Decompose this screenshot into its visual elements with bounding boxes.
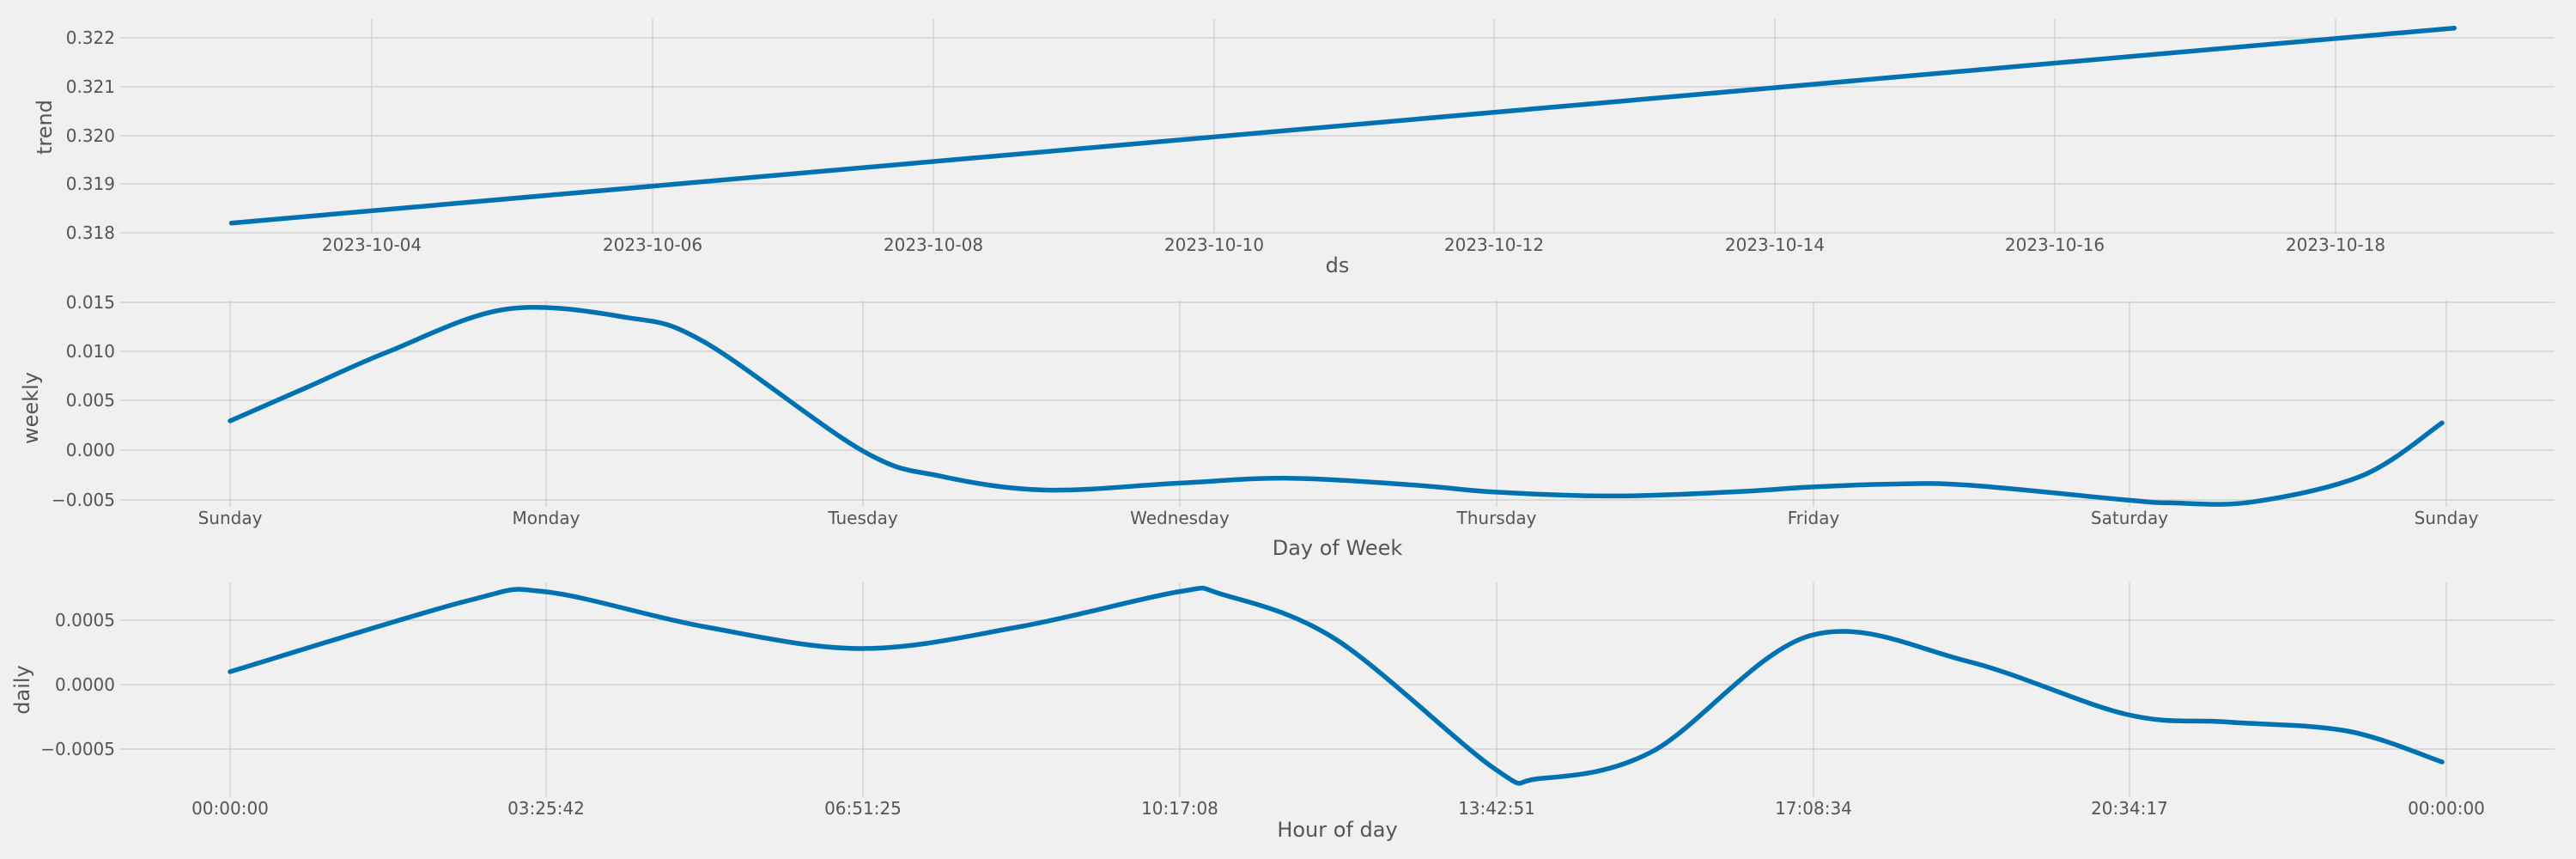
y-tick-label: 0.320 bbox=[66, 125, 115, 146]
daily-series-line bbox=[228, 585, 2445, 786]
y-tick-label: 0.015 bbox=[66, 292, 115, 313]
y-tick-label: 0.0005 bbox=[55, 610, 115, 631]
x-tick-label: Thursday bbox=[1456, 508, 1537, 528]
x-tick-label: 00:00:00 bbox=[191, 798, 269, 819]
subplot-weekly: 0.015 0.010 0.005 0.000 −0.005 Sunday Monday Tu… bbox=[19, 292, 2555, 560]
y-tick-label: 0.010 bbox=[66, 341, 115, 362]
y-tick-label: 0.000 bbox=[66, 440, 115, 460]
y-tick-label: 0.318 bbox=[66, 222, 115, 243]
x-tick-label: 2023-10-06 bbox=[603, 235, 702, 255]
x-tick-label: 00:00:00 bbox=[2408, 798, 2485, 819]
subplot-daily: 0.0005 0.0000 −0.0005 00:00:00 03:25:42 06:51… bbox=[10, 582, 2555, 842]
x-tick-label: Wednesday bbox=[1130, 508, 1230, 528]
x-tick-label: 17:08:34 bbox=[1775, 798, 1852, 819]
x-axis-label: ds bbox=[1326, 253, 1350, 277]
x-tick-label: 03:25:42 bbox=[507, 798, 585, 819]
x-tick-label: Friday bbox=[1788, 508, 1840, 528]
y-tick-label: 0.005 bbox=[66, 390, 115, 411]
x-tick-label: 2023-10-16 bbox=[2005, 235, 2105, 255]
y-tick-label: 0.322 bbox=[66, 27, 115, 48]
x-tick-label: 2023-10-12 bbox=[1444, 235, 1544, 255]
trend-series-line bbox=[228, 25, 2458, 226]
x-tick-label: Sunday bbox=[2415, 508, 2479, 528]
y-tick-label: −0.005 bbox=[52, 490, 115, 510]
x-tick-label: 2023-10-04 bbox=[322, 235, 422, 255]
x-tick-label: Tuesday bbox=[827, 508, 898, 528]
x-tick-label: 2023-10-14 bbox=[1725, 235, 1825, 255]
y-tick-label: 0.319 bbox=[66, 174, 115, 194]
x-tick-label: Sunday bbox=[198, 508, 263, 528]
x-axis-label: Hour of day bbox=[1277, 818, 1397, 842]
x-axis-label: Day of Week bbox=[1273, 536, 1403, 560]
x-tick-label: 13:42:51 bbox=[1458, 798, 1535, 819]
x-tick-label: Monday bbox=[513, 508, 580, 528]
x-tick-label: 2023-10-10 bbox=[1164, 235, 1264, 255]
x-tick-label: 10:17:08 bbox=[1141, 798, 1218, 819]
y-tick-label: 0.0000 bbox=[55, 674, 115, 695]
x-tick-label: 2023-10-08 bbox=[884, 235, 983, 255]
x-tick-label: 2023-10-18 bbox=[2286, 235, 2385, 255]
weekly-series-line bbox=[228, 305, 2445, 507]
y-tick-label: 0.321 bbox=[66, 76, 115, 97]
y-axis-label: weekly bbox=[19, 372, 43, 444]
y-axis-label: trend bbox=[33, 100, 57, 155]
y-tick-label: −0.0005 bbox=[40, 739, 115, 759]
subplot-trend: 0.318 0.319 0.320 0.321 0.322 2023-10-04 2023-… bbox=[33, 19, 2555, 277]
y-axis-label: daily bbox=[10, 665, 34, 714]
x-tick-label: Saturday bbox=[2091, 508, 2168, 528]
x-tick-label: 20:34:17 bbox=[2091, 798, 2168, 819]
x-tick-label: 06:51:25 bbox=[824, 798, 902, 819]
